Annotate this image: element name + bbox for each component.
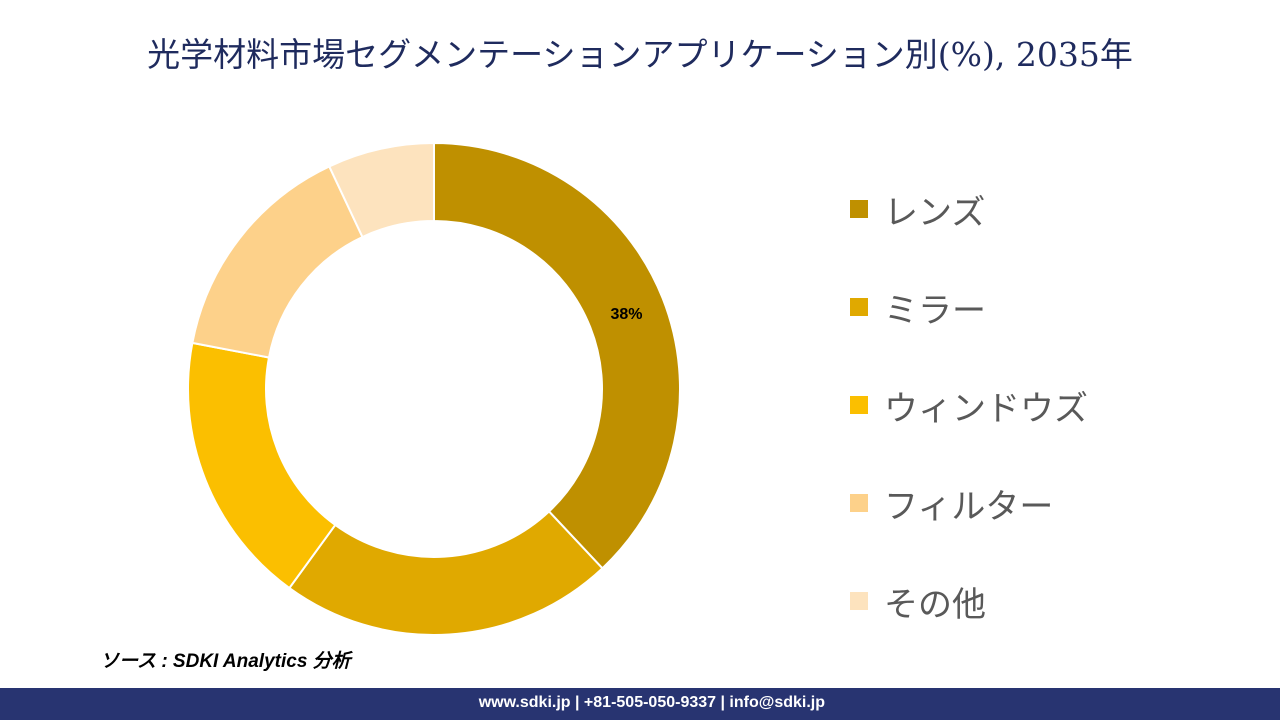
legend-label: その他 xyxy=(884,584,986,625)
footer-bar: www.sdki.jp | +81-505-050-9337 | info@sd… xyxy=(0,688,1280,720)
donut-slice-3 xyxy=(187,341,337,590)
legend-label: ウィンドウズ xyxy=(884,388,1088,429)
legend-label: フィルター xyxy=(884,486,1054,527)
legend-label: レンズ xyxy=(884,192,986,233)
legend-swatch xyxy=(850,592,868,610)
legend-label: ミラー xyxy=(884,290,986,331)
legend: レンズ ミラー ウィンドウズ フィルター その他 xyxy=(850,160,1088,650)
source-note: ソース : SDKI Analytics 分析 xyxy=(100,651,351,672)
legend-item: フィルター xyxy=(850,454,1088,552)
legend-swatch xyxy=(850,200,868,218)
legend-swatch xyxy=(850,396,868,414)
legend-item: ウィンドウズ xyxy=(850,356,1088,454)
legend-swatch xyxy=(850,298,868,316)
data-label: 38% xyxy=(610,306,642,323)
legend-swatch xyxy=(850,494,868,512)
legend-item: レンズ xyxy=(850,160,1088,258)
footer-contact: www.sdki.jp | +81-505-050-9337 | info@sd… xyxy=(478,694,825,711)
legend-item: その他 xyxy=(850,552,1088,650)
donut-slice-2 xyxy=(288,510,604,636)
donut-slice-1 xyxy=(433,141,681,570)
legend-item: ミラー xyxy=(850,258,1088,356)
donut-slice-4 xyxy=(191,165,364,359)
chart-title: 光学材料市場セグメンテーションアプリケーション別(%), 2035年 xyxy=(147,35,1133,74)
donut-slice-5 xyxy=(327,141,435,239)
